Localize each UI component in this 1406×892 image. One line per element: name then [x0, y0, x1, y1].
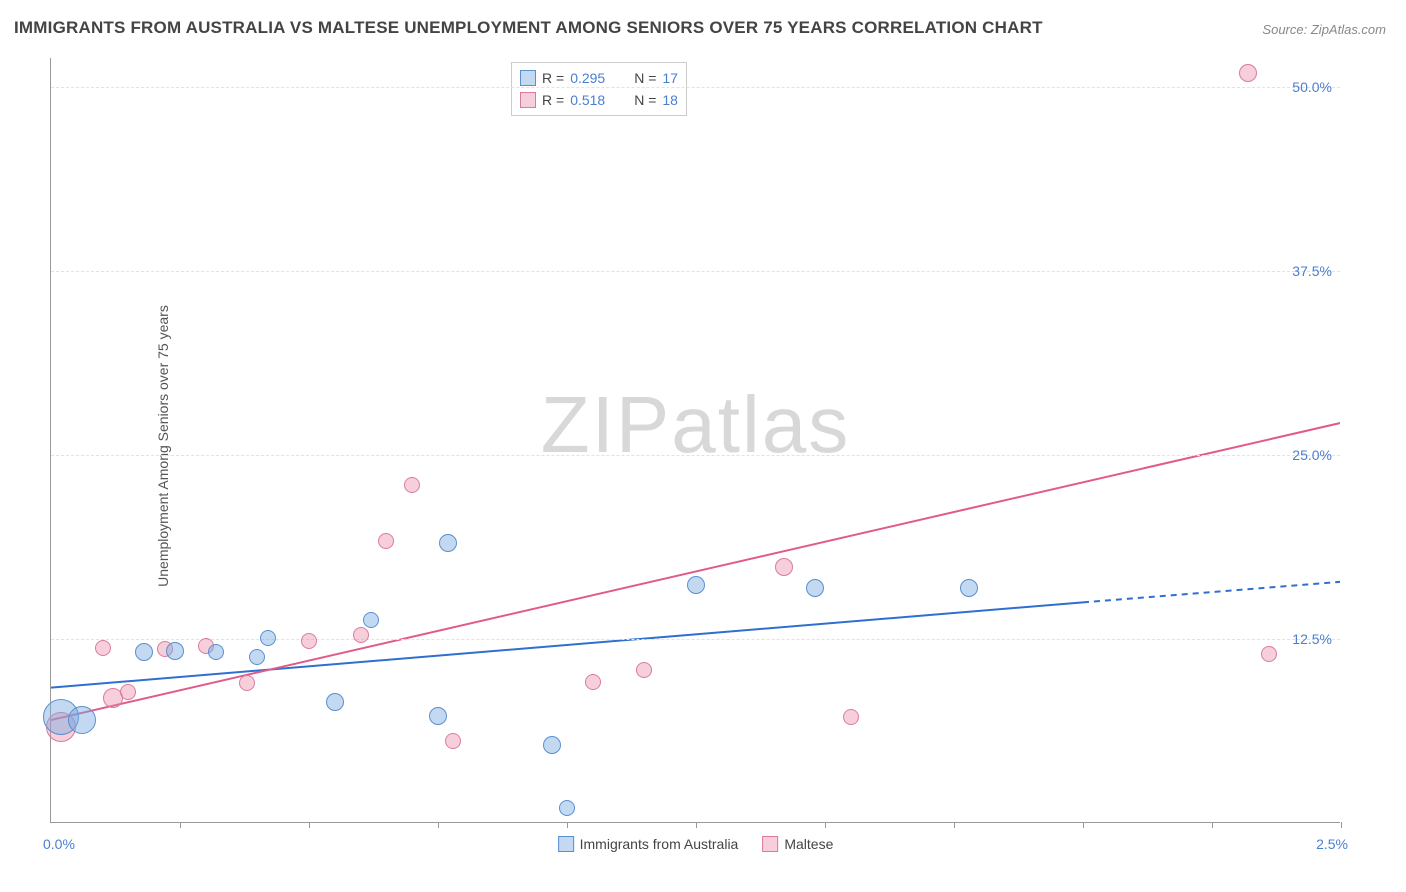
- legend-item: Immigrants from Australia: [558, 836, 739, 852]
- legend-corr-row: R = 0.295 N = 17: [520, 67, 678, 89]
- r-label: R =: [542, 67, 564, 89]
- chart-container: IMMIGRANTS FROM AUSTRALIA VS MALTESE UNE…: [0, 0, 1406, 892]
- x-tick-mark: [954, 822, 955, 828]
- data-point-maltese: [239, 675, 255, 691]
- data-point-maltese: [775, 558, 793, 576]
- x-axis-min-label: 0.0%: [43, 836, 75, 852]
- data-point-maltese: [445, 733, 461, 749]
- data-point-maltese: [636, 662, 652, 678]
- data-point-australia: [960, 579, 978, 597]
- x-tick-mark: [1341, 822, 1342, 828]
- legend-swatch: [520, 92, 536, 108]
- r-value: 0.295: [570, 67, 620, 89]
- legend-swatch: [762, 836, 778, 852]
- data-point-australia: [363, 612, 379, 628]
- x-tick-mark: [567, 822, 568, 828]
- data-point-maltese: [1261, 646, 1277, 662]
- chart-title: IMMIGRANTS FROM AUSTRALIA VS MALTESE UNE…: [14, 18, 1043, 38]
- n-value: 17: [662, 67, 678, 89]
- legend-corr-row: R = 0.518 N = 18: [520, 89, 678, 111]
- y-tick-label: 50.0%: [1292, 79, 1332, 95]
- data-point-maltese: [95, 640, 111, 656]
- r-label: R =: [542, 89, 564, 111]
- data-point-australia: [249, 649, 265, 665]
- source-name: ZipAtlas.com: [1311, 22, 1386, 37]
- data-point-australia: [439, 534, 457, 552]
- legend-swatch: [520, 70, 536, 86]
- data-point-maltese: [404, 477, 420, 493]
- n-value: 18: [662, 89, 678, 111]
- data-point-australia: [543, 736, 561, 754]
- x-tick-mark: [825, 822, 826, 828]
- trendlines-layer: [51, 58, 1340, 822]
- x-axis-max-label: 2.5%: [1316, 836, 1348, 852]
- data-point-australia: [208, 644, 224, 660]
- gridline: [51, 271, 1340, 272]
- data-point-maltese: [585, 674, 601, 690]
- r-value: 0.518: [570, 89, 620, 111]
- correlation-legend: R = 0.295 N = 17 R = 0.518 N = 18: [511, 62, 687, 116]
- x-tick-mark: [438, 822, 439, 828]
- watermark: ZIPatlas: [541, 379, 850, 471]
- data-point-australia: [806, 579, 824, 597]
- trend-a-dashed: [1083, 582, 1340, 603]
- data-point-maltese: [843, 709, 859, 725]
- gridline: [51, 455, 1340, 456]
- plot-area: ZIPatlas R =0.295N =17R =0.518N =18 Immi…: [50, 58, 1340, 823]
- y-tick-label: 25.0%: [1292, 447, 1332, 463]
- source-attribution: Source: ZipAtlas.com: [1262, 22, 1386, 37]
- legend-label: Immigrants from Australia: [580, 836, 739, 852]
- series-legend: Immigrants from Australia Maltese: [558, 836, 834, 852]
- data-point-australia: [166, 642, 184, 660]
- y-tick-label: 12.5%: [1292, 631, 1332, 647]
- n-label: N =: [634, 67, 656, 89]
- data-point-maltese: [353, 627, 369, 643]
- data-point-australia: [260, 630, 276, 646]
- x-tick-mark: [696, 822, 697, 828]
- data-point-australia: [687, 576, 705, 594]
- legend-label: Maltese: [784, 836, 833, 852]
- data-point-australia: [68, 706, 96, 734]
- data-point-australia: [326, 693, 344, 711]
- legend-swatch: [558, 836, 574, 852]
- y-tick-label: 37.5%: [1292, 263, 1332, 279]
- legend-item: Maltese: [762, 836, 833, 852]
- data-point-maltese: [1239, 64, 1257, 82]
- source-label: Source:: [1262, 22, 1307, 37]
- x-tick-mark: [309, 822, 310, 828]
- x-tick-mark: [1083, 822, 1084, 828]
- gridline: [51, 639, 1340, 640]
- data-point-maltese: [120, 684, 136, 700]
- x-tick-mark: [1212, 822, 1213, 828]
- data-point-australia: [559, 800, 575, 816]
- data-point-maltese: [378, 533, 394, 549]
- n-label: N =: [634, 89, 656, 111]
- gridline: [51, 87, 1340, 88]
- data-point-australia: [135, 643, 153, 661]
- data-point-australia: [429, 707, 447, 725]
- x-tick-mark: [180, 822, 181, 828]
- data-point-maltese: [301, 633, 317, 649]
